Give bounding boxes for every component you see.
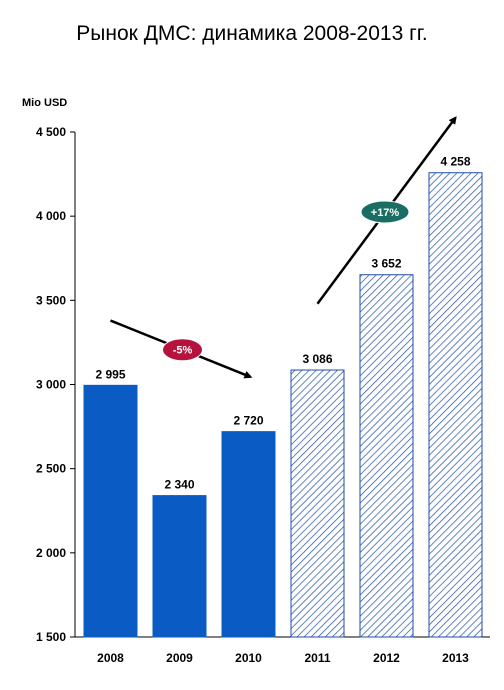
x-tick-label-2008: 2008 — [97, 651, 124, 665]
bar-2013 — [428, 172, 483, 638]
bar-2008 — [83, 384, 138, 638]
value-label-2011: 3 086 — [302, 352, 332, 366]
value-label-2009: 2 340 — [164, 478, 194, 492]
bar-2010 — [221, 431, 276, 638]
y-tick-label: 4 500 — [36, 125, 66, 139]
trend-badge-up — [360, 200, 410, 224]
y-axis-label: Mio USD — [22, 97, 67, 109]
trend-label-down: -5% — [173, 345, 193, 357]
x-tick-label-2009: 2009 — [166, 651, 193, 665]
y-tick-label: 2 500 — [36, 462, 66, 476]
trend-badge-down — [162, 338, 203, 362]
x-tick-label-2010: 2010 — [235, 651, 262, 665]
x-tick-label-2013: 2013 — [442, 651, 469, 665]
y-tick-label: 4 000 — [36, 209, 66, 223]
value-label-2013: 4 258 — [440, 155, 470, 169]
y-tick-label: 2 000 — [36, 546, 66, 560]
y-tick-label: 3 000 — [36, 378, 66, 392]
bar-2011 — [290, 369, 345, 638]
y-tick-label: 3 500 — [36, 293, 66, 307]
chart-title: Рынок ДМС: динамика 2008-2013 гг. — [76, 22, 428, 45]
trend-label-up: +17% — [371, 207, 400, 219]
x-tick-label-2011: 2011 — [304, 651, 330, 665]
value-label-2012: 3 652 — [371, 257, 401, 271]
bar-2012 — [359, 274, 414, 638]
bar-2009 — [152, 495, 207, 638]
value-label-2008: 2 995 — [95, 367, 125, 381]
value-label-2010: 2 720 — [233, 414, 263, 428]
y-tick-label: 1 500 — [36, 630, 66, 644]
x-tick-label-2012: 2012 — [373, 651, 400, 665]
